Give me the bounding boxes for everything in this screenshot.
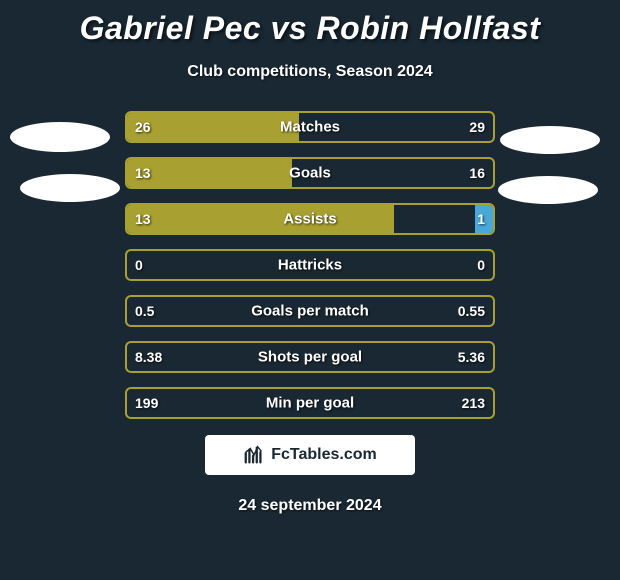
- brand-badge: FcTables.com: [205, 435, 415, 475]
- stats-rows: 26 29 Matches 13 16 Goals 13 1 Assists 0 0 Hattrick…: [0, 111, 620, 419]
- stat-row: 13 16 Goals: [125, 157, 495, 189]
- stat-value-left: 8.38: [135, 349, 162, 365]
- footer-date: 24 september 2024: [0, 497, 620, 515]
- stat-value-left: 199: [135, 395, 158, 411]
- stat-value-right: 16: [469, 165, 485, 181]
- stat-label: Assists: [283, 211, 336, 228]
- stat-row: 0 0 Hattricks: [125, 249, 495, 281]
- page-subtitle: Club competitions, Season 2024: [0, 63, 620, 81]
- team-logo-placeholder: [10, 122, 110, 152]
- stat-value-right: 213: [462, 395, 485, 411]
- page-title: Gabriel Pec vs Robin Hollfast: [0, 0, 620, 47]
- stat-value-right: 0.55: [458, 303, 485, 319]
- brand-icon: [243, 444, 265, 466]
- bar-left: [127, 205, 394, 233]
- stat-value-right: 5.36: [458, 349, 485, 365]
- stat-value-right: 0: [477, 257, 485, 273]
- stat-value-right: 29: [469, 119, 485, 135]
- bar-left: [127, 159, 292, 187]
- stat-label: Goals per match: [251, 303, 369, 320]
- stat-value-left: 26: [135, 119, 151, 135]
- stat-row: 8.38 5.36 Shots per goal: [125, 341, 495, 373]
- stat-value-left: 0.5: [135, 303, 154, 319]
- bar-left: [127, 113, 299, 141]
- stat-value-right: 1: [477, 211, 485, 227]
- stat-value-left: 0: [135, 257, 143, 273]
- team-logo-placeholder: [20, 174, 120, 202]
- stat-row: 13 1 Assists: [125, 203, 495, 235]
- stat-label: Goals: [289, 165, 331, 182]
- stat-label: Shots per goal: [258, 349, 362, 366]
- team-logo-placeholder: [500, 126, 600, 154]
- stat-row: 0.5 0.55 Goals per match: [125, 295, 495, 327]
- stat-label: Min per goal: [266, 395, 354, 412]
- team-logo-placeholder: [498, 176, 598, 204]
- stat-label: Matches: [280, 119, 340, 136]
- stat-row: 199 213 Min per goal: [125, 387, 495, 419]
- stat-label: Hattricks: [278, 257, 342, 274]
- stat-row: 26 29 Matches: [125, 111, 495, 143]
- stat-value-left: 13: [135, 211, 151, 227]
- brand-text: FcTables.com: [271, 446, 377, 464]
- stat-value-left: 13: [135, 165, 151, 181]
